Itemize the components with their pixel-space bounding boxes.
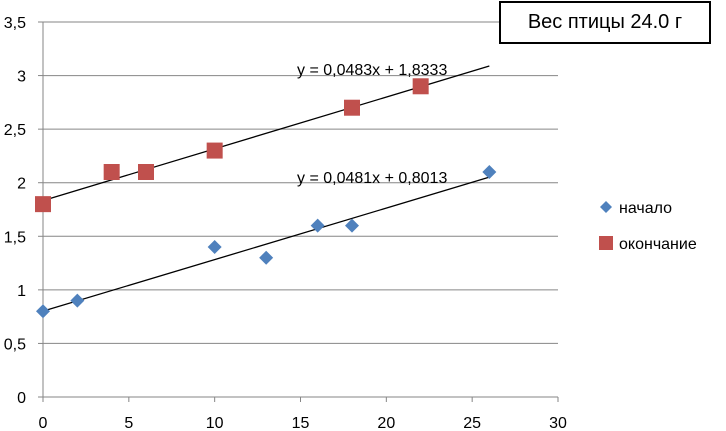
y-tick-label: 3 bbox=[17, 69, 26, 86]
gridlines bbox=[43, 21, 558, 344]
data-point-nachalo bbox=[310, 218, 325, 233]
legend-label: окончание bbox=[619, 236, 697, 253]
data-points bbox=[35, 78, 497, 319]
legend-marker-nachalo bbox=[600, 201, 612, 213]
trendline-equation: y = 0,0483x + 1,8333 bbox=[297, 62, 447, 79]
y-tick-label: 0 bbox=[17, 390, 26, 407]
data-point-nachalo bbox=[36, 304, 50, 319]
data-point-nachalo bbox=[70, 293, 85, 308]
x-tick-label: 10 bbox=[206, 415, 224, 431]
data-point-okonchanie bbox=[138, 164, 154, 180]
data-point-nachalo bbox=[345, 218, 359, 233]
data-point-okonchanie bbox=[35, 196, 51, 213]
y-tick-label: 2 bbox=[17, 176, 26, 193]
tick-labels: 0 0,5 1 1,5 2 2,5 3 3,5 0 5 10 15 20 25 30 bbox=[4, 15, 567, 431]
data-point-nachalo bbox=[259, 250, 274, 265]
axes bbox=[38, 21, 559, 402]
legend-label: начало bbox=[619, 200, 672, 217]
data-point-nachalo bbox=[207, 240, 222, 254]
x-tick-label: 20 bbox=[377, 415, 395, 431]
trendline-equations: y = 0,0481x + 0,8013 y = 0,0483x + 1,8333 bbox=[297, 62, 447, 187]
data-point-okonchanie bbox=[103, 164, 120, 180]
trendlines bbox=[42, 65, 490, 312]
trendline bbox=[42, 176, 490, 312]
y-tick-label: 1,5 bbox=[4, 229, 26, 246]
y-tick-label: 1 bbox=[17, 283, 26, 300]
x-tick-label: 15 bbox=[292, 415, 310, 431]
legend: начало окончание bbox=[599, 200, 697, 253]
x-tick-label: 5 bbox=[124, 415, 133, 431]
y-tick-label: 3,5 bbox=[4, 15, 26, 32]
x-tick-label: 25 bbox=[463, 415, 481, 431]
data-point-nachalo bbox=[482, 165, 497, 179]
data-point-okonchanie bbox=[344, 99, 360, 116]
trendline-equation: y = 0,0481x + 0,8013 bbox=[297, 170, 447, 187]
legend-marker-okonchanie bbox=[599, 236, 613, 250]
x-tick-label: 30 bbox=[549, 415, 567, 431]
y-tick-label: 0,5 bbox=[4, 336, 26, 353]
x-tick-label: 0 bbox=[39, 415, 48, 431]
y-tick-label: 2,5 bbox=[4, 122, 26, 139]
data-point-okonchanie bbox=[412, 78, 429, 95]
data-point-okonchanie bbox=[206, 142, 223, 159]
chart-title: Вес птицы 24.0 г bbox=[499, 1, 711, 44]
